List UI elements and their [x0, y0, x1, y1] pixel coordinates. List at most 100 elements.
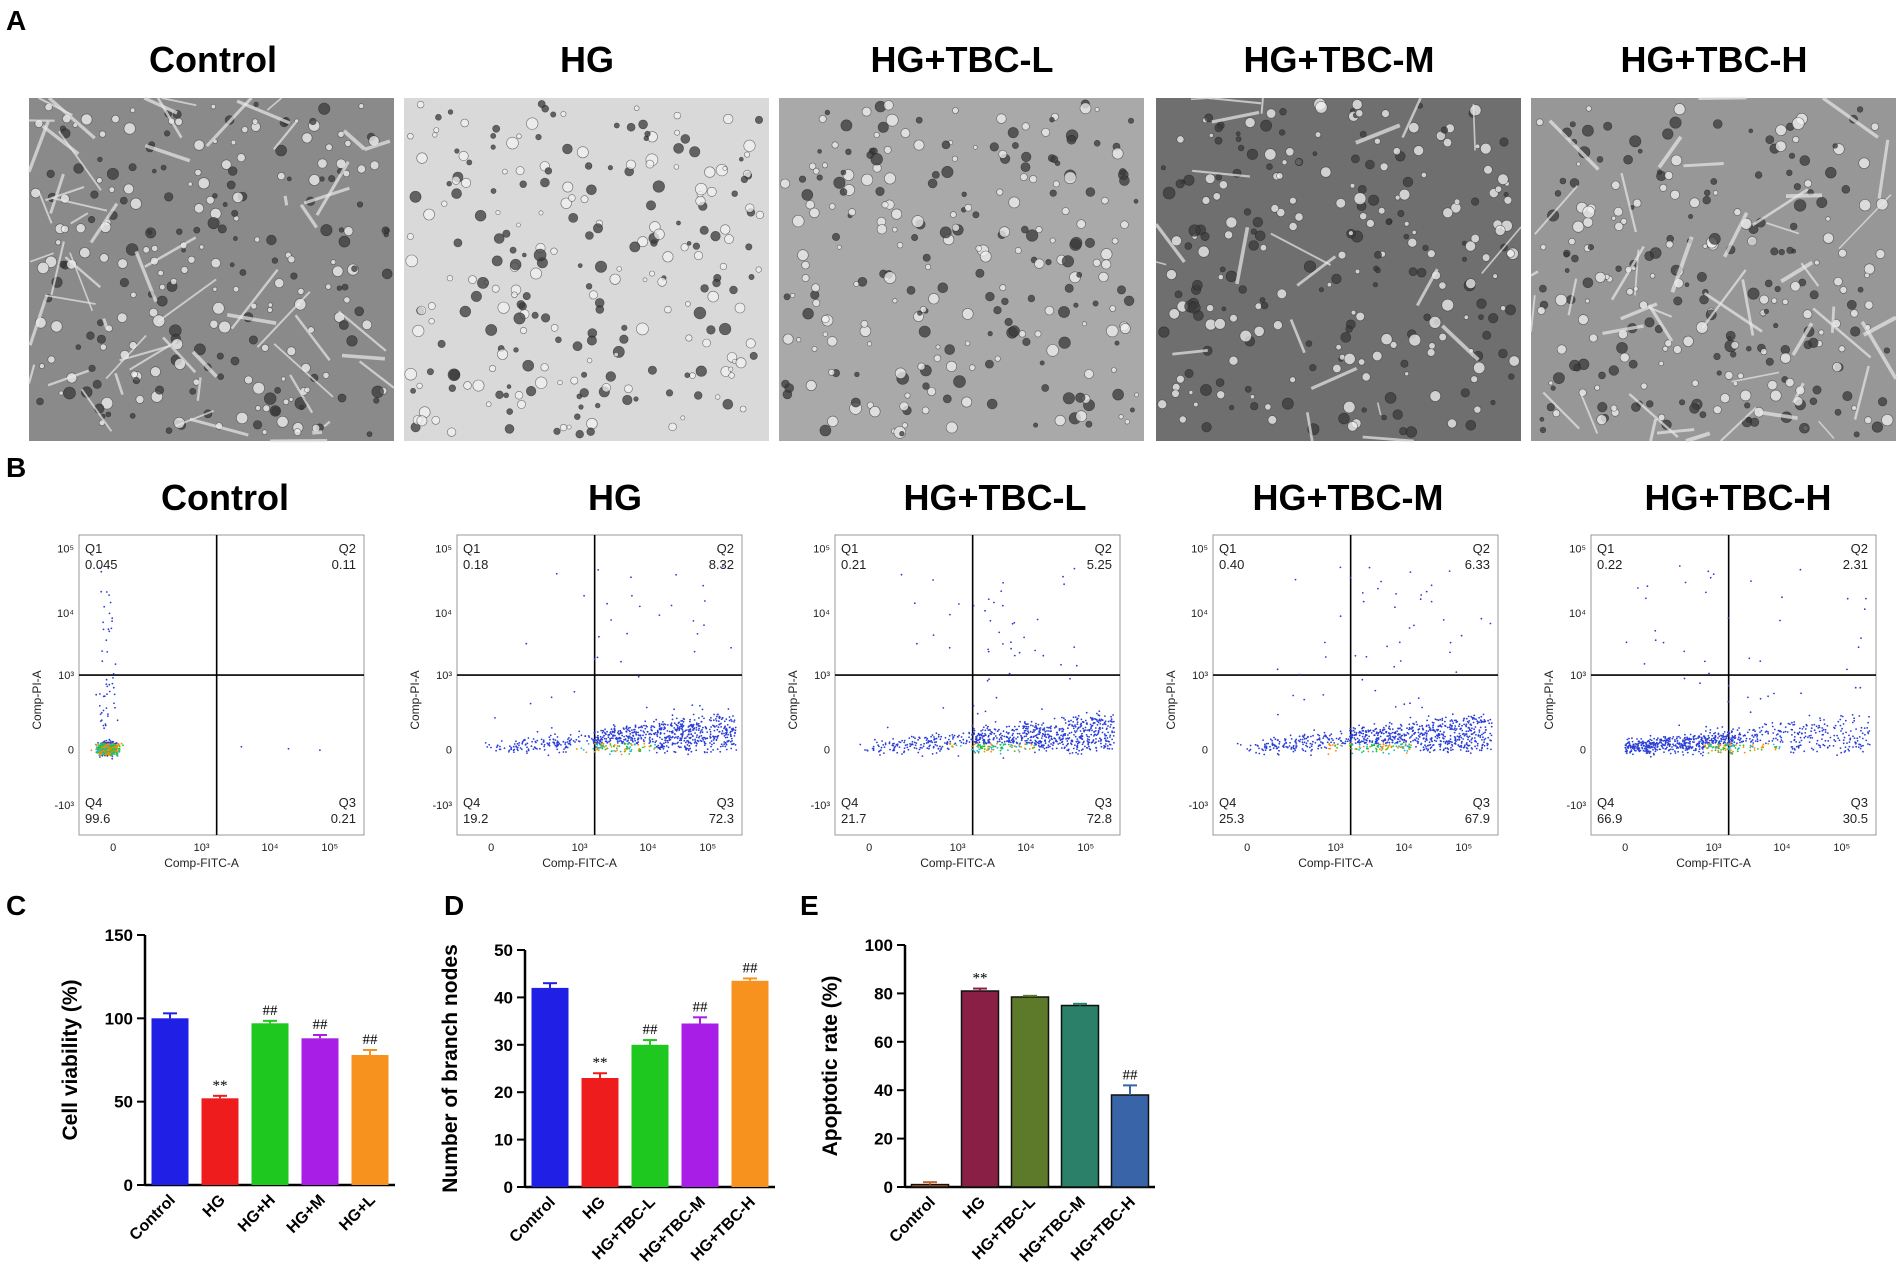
micrograph-title-hg-tbc-h: HG+TBC-H	[1621, 39, 1808, 80]
quadrant-q1: Q1	[1219, 541, 1236, 556]
flow-ytick: 10⁴	[1569, 608, 1586, 620]
flow-xtick: 10³	[1706, 842, 1722, 854]
flow-ytick: 10⁴	[1191, 608, 1208, 620]
category-label: HG+M	[284, 1192, 329, 1237]
quadrant-q3: Q3	[1095, 795, 1112, 810]
quadrant-q2v: 2.31	[1843, 557, 1868, 572]
micrograph-hg-tbc-l	[779, 98, 1144, 441]
y-tick-label: 40	[494, 988, 513, 1007]
quadrant-q3v: 30.5	[1843, 811, 1868, 826]
quadrant-q3: Q3	[339, 795, 356, 810]
quadrant-q1v: 0.045	[85, 557, 118, 572]
flow-xlabel: Comp-FITC-A	[920, 856, 995, 870]
quadrant-q1: Q1	[85, 541, 102, 556]
micrograph-title-hg-tbc-m: HG+TBC-M	[1244, 39, 1435, 80]
flow-xtick: 10⁴	[1017, 842, 1034, 854]
quadrant-q1: Q1	[1597, 541, 1614, 556]
y-axis-label: Cell viability (%)	[59, 979, 82, 1140]
flow-ylabel: Comp-PI-A	[30, 670, 44, 729]
quadrant-q2: Q2	[339, 541, 356, 556]
bar	[1110, 1094, 1150, 1188]
flow-ytick: 10⁴	[57, 608, 74, 620]
quadrant-q4: Q4	[463, 795, 480, 810]
quadrant-q3v: 72.3	[709, 811, 734, 826]
flow-ylabel: Comp-PI-A	[1164, 670, 1178, 729]
flow-xtick: 10⁵	[1455, 842, 1472, 854]
y-tick-label: 60	[874, 1033, 893, 1052]
significance-marker: ##	[363, 1032, 379, 1048]
category-label: HG+L	[336, 1192, 379, 1235]
quadrant-q3: Q3	[717, 795, 734, 810]
flow-xtick: 10³	[194, 842, 210, 854]
flow-ytick: 10⁵	[435, 544, 452, 556]
quadrant-q4v: 99.6	[85, 811, 110, 826]
quadrant-q1: Q1	[841, 541, 858, 556]
micrograph-hg	[404, 98, 769, 441]
significance-marker: **	[973, 971, 988, 987]
flow-ytick: 10³	[436, 670, 452, 682]
category-label: HG	[200, 1192, 229, 1221]
flow-xtick: 10⁴	[639, 842, 656, 854]
flow-ytick: 10⁵	[1569, 544, 1586, 556]
micrograph-hg-tbc-m	[1154, 96, 1522, 443]
bar	[581, 1078, 619, 1187]
flow-xtick: 10³	[572, 842, 588, 854]
bar	[531, 987, 569, 1187]
flow-ylabel: Comp-PI-A	[408, 670, 422, 729]
flow-xlabel: Comp-FITC-A	[1676, 856, 1751, 870]
flow-xtick: 10⁵	[1077, 842, 1094, 854]
panel-letter-a: A	[6, 5, 26, 36]
bar	[1060, 1004, 1100, 1188]
micrograph-hg-tbc-h	[1530, 96, 1898, 443]
flow-title-control: Control	[161, 477, 289, 518]
bar-chart-cell-viability: 0 50 100 150 Cell viability (%) Control ** HG ##…	[59, 926, 395, 1244]
y-tick-label: 100	[865, 936, 893, 955]
panel-letter-c: C	[6, 890, 26, 921]
category-label: HG+H	[235, 1192, 279, 1236]
quadrant-q3v: 72.8	[1087, 811, 1112, 826]
y-tick-label: 50	[114, 1093, 133, 1112]
y-tick-label: 0	[884, 1178, 893, 1197]
bar	[731, 980, 769, 1187]
flow-xtick: 0	[1244, 842, 1250, 854]
flow-xlabel: Comp-FITC-A	[1298, 856, 1373, 870]
micrograph-row	[27, 96, 1898, 443]
flow-xtick: 10³	[1328, 842, 1344, 854]
flow-ytick: 10⁵	[1191, 544, 1208, 556]
significance-marker: ##	[643, 1022, 659, 1038]
flow-xtick: 10⁵	[1833, 842, 1850, 854]
quadrant-q2: Q2	[1095, 541, 1112, 556]
y-tick-label: 0	[504, 1178, 513, 1197]
quadrant-q4: Q4	[85, 795, 102, 810]
category-label: HG	[960, 1194, 989, 1223]
y-tick-label: 20	[494, 1083, 513, 1102]
flow-xtick: 10⁵	[699, 842, 716, 854]
significance-marker: **	[213, 1078, 228, 1094]
y-tick-label: 0	[124, 1176, 133, 1195]
y-tick-label: 30	[494, 1036, 513, 1055]
flow-ytick: 10⁴	[813, 608, 830, 620]
flow-xtick: 10⁵	[321, 842, 338, 854]
quadrant-q1v: 0.22	[1597, 557, 1622, 572]
bar-chart-branch-nodes: 0 10 20 30 40 50 Number of branch nodes Control…	[439, 941, 775, 1266]
y-tick-label: 40	[874, 1081, 893, 1100]
quadrant-q2v: 0.11	[332, 557, 356, 572]
flow-title-hg: HG	[588, 477, 642, 518]
quadrant-q2: Q2	[1851, 541, 1868, 556]
quadrant-q2v: 5.25	[1087, 557, 1112, 572]
quadrant-q4: Q4	[841, 795, 858, 810]
category-label: Control	[887, 1194, 939, 1246]
flow-ytick: 10³	[1570, 670, 1586, 682]
significance-marker: ##	[313, 1017, 329, 1033]
bar	[351, 1055, 389, 1185]
quadrant-q1: Q1	[463, 541, 480, 556]
flow-xtick: 0	[488, 842, 494, 854]
bar	[910, 1183, 950, 1188]
y-tick-label: 100	[105, 1009, 133, 1028]
bar	[301, 1038, 339, 1185]
flow-ytick: -10³	[810, 800, 830, 812]
